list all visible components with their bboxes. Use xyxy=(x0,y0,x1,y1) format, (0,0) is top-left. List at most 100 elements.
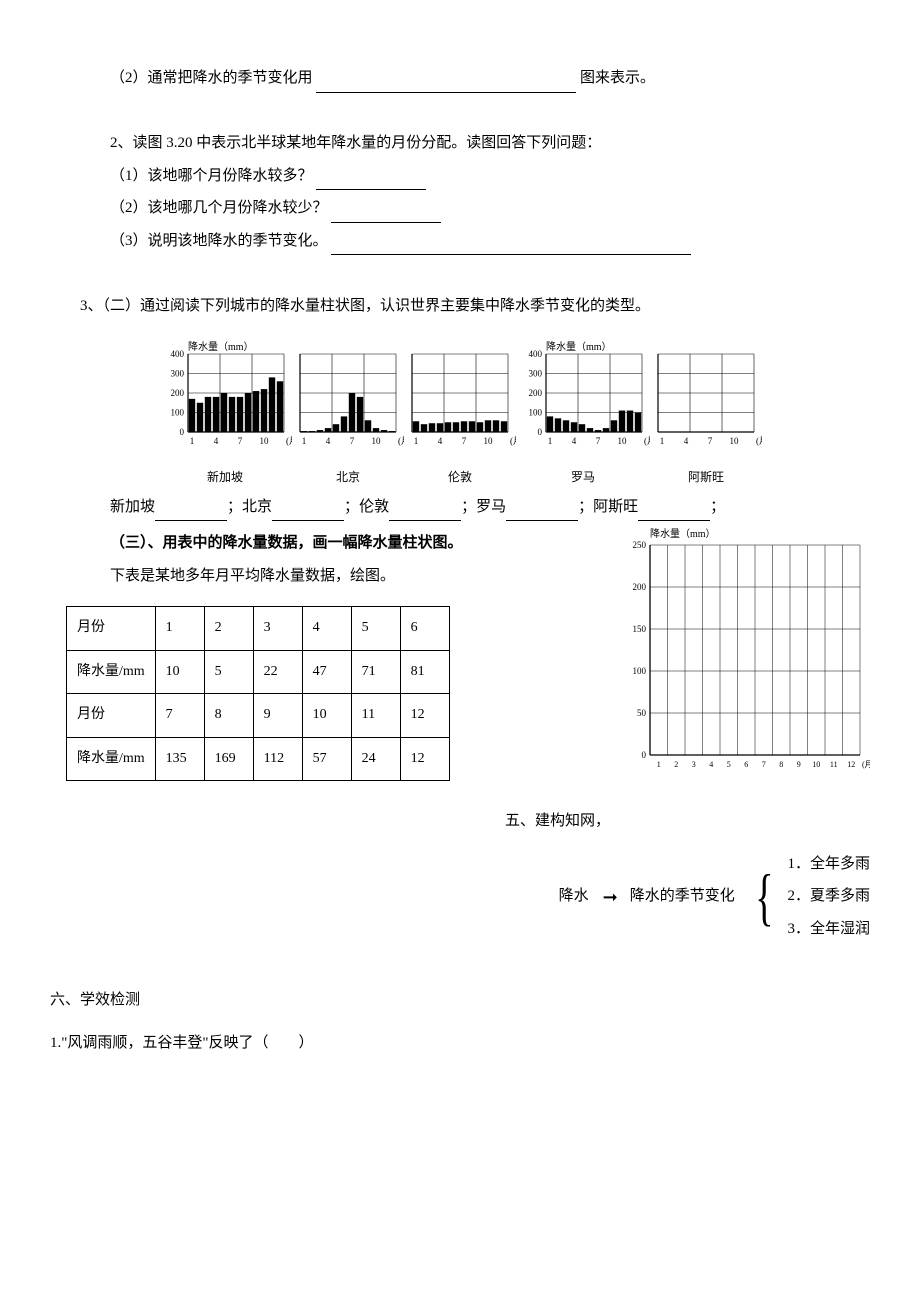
sec3-sub: 下表是某地多年月平均降水量数据，绘图。 xyxy=(50,562,463,591)
svg-text:10: 10 xyxy=(812,760,820,769)
svg-text:150: 150 xyxy=(633,624,647,634)
svg-text:7: 7 xyxy=(708,436,713,446)
city-fill-line: 新加坡；北京；伦敦；罗马；阿斯旺； xyxy=(50,493,870,522)
svg-text:4: 4 xyxy=(572,436,577,446)
q2-s1-blank[interactable] xyxy=(316,189,426,190)
bar-chart-伦敦: 14710(月)伦敦 xyxy=(404,340,516,489)
svg-text:(月): (月) xyxy=(862,760,870,769)
q2-s2-line: （2）该地哪几个月份降水较少？ xyxy=(50,194,870,223)
bar-chart-阿斯旺: 14710(月)阿斯旺 xyxy=(650,340,762,489)
bar-charts-row: 降水量（mm）010020030040014710(月)新加坡14710(月)北… xyxy=(50,340,870,489)
city-label: 阿斯旺 xyxy=(593,499,638,515)
city-blank[interactable] xyxy=(389,520,461,521)
svg-text:300: 300 xyxy=(529,369,543,379)
bar-chart-罗马: 降水量（mm）010020030040014710(月)罗马 xyxy=(516,340,650,489)
city-blank[interactable] xyxy=(272,520,344,521)
svg-text:4: 4 xyxy=(326,436,331,446)
q3-intro: 3、（二）通过阅读下列城市的降水量柱状图，认识世界主要集中降水季节变化的类型。 xyxy=(50,292,870,321)
q2-s1: （1）该地哪个月份降水较多？ xyxy=(110,168,313,184)
q1-2-prefix: （2）通常把降水的季节变化用 xyxy=(110,70,313,86)
svg-text:200: 200 xyxy=(633,582,647,592)
diagram-node-1: 降水 xyxy=(559,882,589,911)
svg-text:250: 250 xyxy=(633,540,647,550)
svg-text:100: 100 xyxy=(633,666,647,676)
svg-text:4: 4 xyxy=(438,436,443,446)
svg-text:1: 1 xyxy=(657,760,661,769)
svg-text:300: 300 xyxy=(171,369,185,379)
svg-text:200: 200 xyxy=(171,388,185,398)
svg-text:降水量（mm）: 降水量（mm） xyxy=(650,527,716,540)
q2-s3-line: （3）说明该地降水的季节变化。 xyxy=(50,227,870,256)
outcome-item: 3．全年湿润 xyxy=(787,915,870,944)
sec6-title: 六、学效检测 xyxy=(50,986,870,1015)
city-label: 北京 xyxy=(242,499,272,515)
brace-icon: { xyxy=(755,865,773,929)
q2-s2: （2）该地哪几个月份降水较少？ xyxy=(110,200,328,216)
svg-text:100: 100 xyxy=(529,408,543,418)
svg-text:4: 4 xyxy=(684,436,689,446)
svg-text:12: 12 xyxy=(847,760,855,769)
svg-text:200: 200 xyxy=(529,388,543,398)
svg-text:1: 1 xyxy=(548,436,553,446)
svg-text:10: 10 xyxy=(484,436,494,446)
svg-text:7: 7 xyxy=(762,760,766,769)
outcome-item: 2．夏季多雨 xyxy=(787,882,870,911)
sec3-title: （三）、用表中的降水量数据，画一幅降水量柱状图。 xyxy=(50,529,463,558)
svg-text:7: 7 xyxy=(350,436,355,446)
q2-s3: （3）说明该地降水的季节变化。 xyxy=(110,233,328,249)
q2-s2-blank[interactable] xyxy=(331,222,441,223)
bar-chart-新加坡: 降水量（mm）010020030040014710(月)新加坡 xyxy=(158,340,292,489)
svg-text:4: 4 xyxy=(214,436,219,446)
svg-text:0: 0 xyxy=(538,427,543,437)
bar-chart-北京: 14710(月)北京 xyxy=(292,340,404,489)
svg-text:50: 50 xyxy=(637,708,647,718)
q2-s3-blank[interactable] xyxy=(331,254,691,255)
svg-text:7: 7 xyxy=(238,436,243,446)
city-blank[interactable] xyxy=(155,520,227,521)
svg-text:400: 400 xyxy=(529,349,543,359)
svg-text:10: 10 xyxy=(260,436,270,446)
q2-s1-line: （1）该地哪个月份降水较多？ xyxy=(50,162,870,191)
svg-text:10: 10 xyxy=(372,436,382,446)
svg-text:7: 7 xyxy=(462,436,467,446)
svg-text:10: 10 xyxy=(618,436,628,446)
city-label: 新加坡 xyxy=(110,499,155,515)
svg-text:0: 0 xyxy=(180,427,185,437)
arrow-icon: ➞ xyxy=(603,880,616,914)
q1-2-suffix: 图来表示。 xyxy=(580,70,655,86)
svg-text:8: 8 xyxy=(779,760,783,769)
svg-text:5: 5 xyxy=(727,760,731,769)
city-blank[interactable] xyxy=(506,520,578,521)
svg-text:100: 100 xyxy=(171,408,185,418)
svg-text:400: 400 xyxy=(171,349,185,359)
svg-text:0: 0 xyxy=(642,750,647,760)
svg-text:2: 2 xyxy=(674,760,678,769)
svg-text:1: 1 xyxy=(302,436,307,446)
svg-text:(月): (月) xyxy=(756,436,762,446)
svg-text:6: 6 xyxy=(744,760,748,769)
knowledge-diagram: 降水 ➞ 降水的季节变化 { 1．全年多雨 2．夏季多雨 3．全年湿润 xyxy=(50,846,870,948)
outcome-item: 1．全年多雨 xyxy=(787,850,870,879)
city-blank[interactable] xyxy=(638,520,710,521)
q1-2-blank[interactable] xyxy=(316,92,576,93)
sec5-title: 五、建构知网， xyxy=(505,813,610,829)
city-label: 罗马 xyxy=(476,499,506,515)
q1-2-line: （2）通常把降水的季节变化用 图来表示。 xyxy=(50,64,870,93)
svg-text:10: 10 xyxy=(730,436,740,446)
blank-bar-chart: 降水量（mm）050100150200250123456789101112(月) xyxy=(618,525,870,788)
svg-text:1: 1 xyxy=(414,436,419,446)
svg-text:3: 3 xyxy=(692,760,696,769)
outcome-list: 1．全年多雨 2．夏季多雨 3．全年湿润 xyxy=(787,846,870,948)
svg-text:降水量（mm）: 降水量（mm） xyxy=(546,340,612,353)
svg-text:1: 1 xyxy=(660,436,665,446)
city-label: 伦敦 xyxy=(359,499,389,515)
diagram-node-2: 降水的季节变化 xyxy=(630,882,735,911)
sec6-q1: 1."风调雨顺，五谷丰登"反映了（ ） xyxy=(50,1029,870,1058)
svg-text:1: 1 xyxy=(190,436,195,446)
svg-text:7: 7 xyxy=(596,436,601,446)
svg-text:降水量（mm）: 降水量（mm） xyxy=(188,340,254,353)
svg-text:4: 4 xyxy=(709,760,713,769)
precip-data-table: 月份123456 降水量/mm10522477181 月份789101112 降… xyxy=(66,606,450,781)
q2-intro: 2、读图 3.20 中表示北半球某地年降水量的月份分配。读图回答下列问题： xyxy=(50,129,870,158)
svg-text:9: 9 xyxy=(797,760,801,769)
